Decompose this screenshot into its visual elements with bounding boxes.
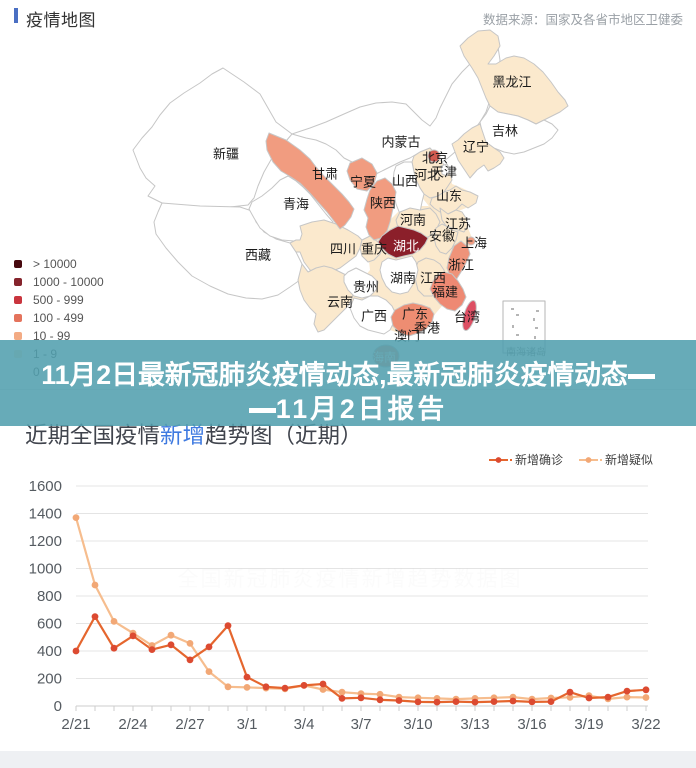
svg-text:福建: 福建 <box>432 285 458 300</box>
svg-text:400: 400 <box>37 643 62 660</box>
svg-text:香港: 香港 <box>414 321 440 336</box>
svg-text:3/10: 3/10 <box>403 716 432 733</box>
svg-text:3/22: 3/22 <box>631 716 660 733</box>
svg-text:新疆: 新疆 <box>213 147 239 162</box>
svg-text:辽宁: 辽宁 <box>463 140 489 155</box>
svg-text:1600: 1600 <box>29 478 62 495</box>
svg-text:江苏: 江苏 <box>445 217 471 232</box>
svg-text:山东: 山东 <box>436 189 462 204</box>
svg-text:重庆: 重庆 <box>361 242 387 257</box>
svg-text:广西: 广西 <box>361 309 387 324</box>
svg-text:内蒙古: 内蒙古 <box>381 135 420 150</box>
svg-text:3/16: 3/16 <box>517 716 546 733</box>
svg-text:河北: 河北 <box>414 168 440 183</box>
svg-text:0: 0 <box>54 698 62 715</box>
svg-text:3/19: 3/19 <box>574 716 603 733</box>
svg-text:山西: 山西 <box>392 174 418 189</box>
svg-text:西藏: 西藏 <box>245 248 271 263</box>
svg-text:湖北: 湖北 <box>393 239 419 254</box>
svg-text:吉林: 吉林 <box>492 124 518 139</box>
svg-text:800: 800 <box>37 588 62 605</box>
svg-text:1200: 1200 <box>29 533 62 550</box>
svg-text:3/4: 3/4 <box>294 716 315 733</box>
svg-text:3/1: 3/1 <box>237 716 258 733</box>
svg-text:600: 600 <box>37 616 62 633</box>
svg-text:宁夏: 宁夏 <box>350 175 376 190</box>
svg-text:新增确诊: 新增确诊 <box>515 452 563 467</box>
svg-text:1400: 1400 <box>29 506 62 523</box>
svg-text:上海: 上海 <box>461 236 487 251</box>
svg-text:2/21: 2/21 <box>61 716 90 733</box>
svg-text:江西: 江西 <box>420 271 446 286</box>
svg-text:陕西: 陕西 <box>370 196 396 211</box>
svg-text:台湾: 台湾 <box>454 310 480 325</box>
svg-text:湖南: 湖南 <box>390 271 416 286</box>
svg-text:200: 200 <box>37 671 62 688</box>
svg-text:澳门: 澳门 <box>394 329 420 344</box>
svg-text:安徽: 安徽 <box>429 229 455 244</box>
svg-text:贵州: 贵州 <box>353 280 379 295</box>
svg-text:河南: 河南 <box>400 213 426 228</box>
svg-text:1000: 1000 <box>29 561 62 578</box>
svg-text:黑龙江: 黑龙江 <box>492 75 531 90</box>
svg-text:新增疑似: 新增疑似 <box>605 452 653 467</box>
svg-text:3/13: 3/13 <box>460 716 489 733</box>
svg-text:2/24: 2/24 <box>118 716 147 733</box>
svg-text:天津: 天津 <box>431 165 457 180</box>
svg-text:2/27: 2/27 <box>175 716 204 733</box>
svg-text:北京: 北京 <box>422 151 448 166</box>
svg-text:浙江: 浙江 <box>448 258 474 273</box>
svg-text:四川: 四川 <box>330 242 356 257</box>
svg-text:3/7: 3/7 <box>351 716 372 733</box>
svg-text:广东: 广东 <box>402 307 428 322</box>
svg-text:青海: 青海 <box>283 197 309 212</box>
svg-text:甘肃: 甘肃 <box>312 167 338 182</box>
svg-text:云南: 云南 <box>327 295 353 310</box>
